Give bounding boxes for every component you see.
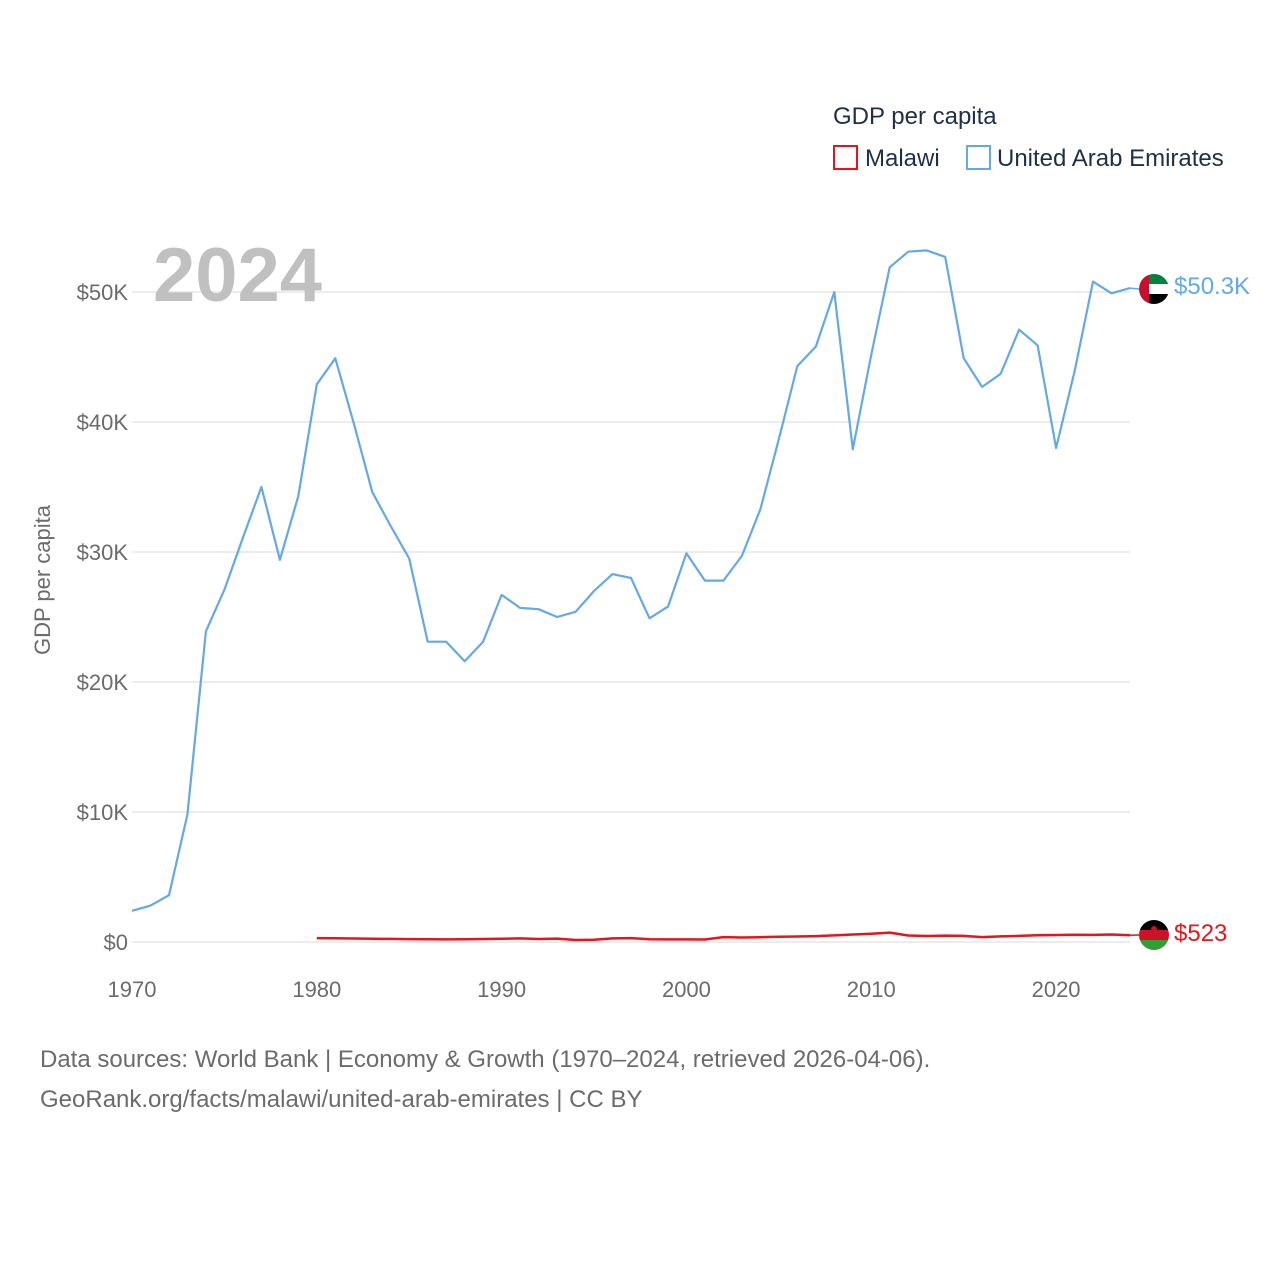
series-line-uae — [131, 249, 1131, 912]
legend-label-malawi[interactable]: Malawi — [865, 145, 940, 172]
x-tick-label: 2020 — [1032, 977, 1081, 1002]
series-lines — [131, 249, 1140, 942]
connector-uae — [1129, 287, 1140, 290]
y-tick-label: $20K — [77, 670, 129, 695]
x-tick-label: 1990 — [477, 977, 526, 1002]
attribution-line: GeoRank.org/facts/malawi/united-arab-emi… — [40, 1086, 643, 1113]
end-label-malawi: $523 — [1174, 920, 1227, 947]
y-tick-label: $40K — [77, 410, 129, 435]
year-label: 2024 — [153, 233, 322, 318]
legend-label-uae[interactable]: United Arab Emirates — [997, 145, 1224, 172]
uae-flag-icon — [1139, 274, 1169, 304]
legend-swatch-uae[interactable] — [966, 145, 991, 170]
y-tick-label: $50K — [77, 280, 129, 305]
source-note: Data sources: World Bank | Economy & Gro… — [40, 1040, 930, 1120]
gridlines — [132, 291, 1130, 943]
y-tick-label: $10K — [77, 800, 129, 825]
end-label-uae: $50.3K — [1174, 273, 1250, 300]
x-tick-label: 2000 — [662, 977, 711, 1002]
series-line-malawi — [316, 931, 1131, 942]
x-tick-label: 1970 — [108, 977, 157, 1002]
y-tick-label: $0 — [104, 930, 128, 955]
legend-swatch-malawi[interactable] — [833, 145, 858, 170]
y-axis-label: GDP per capita — [30, 504, 55, 655]
x-tick-label: 2010 — [847, 977, 896, 1002]
y-tick-label: $30K — [77, 540, 129, 565]
x-tick-label: 1980 — [292, 977, 341, 1002]
malawi-flag-icon — [1139, 920, 1169, 950]
source-line: Data sources: World Bank | Economy & Gro… — [40, 1046, 931, 1073]
x-axis-ticks: 1970 1980 1990 2000 2010 2020 — [108, 977, 1081, 1002]
legend-title: GDP per capita — [833, 103, 997, 130]
y-axis-ticks: $0 $10K $20K $30K $40K $50K — [77, 280, 129, 955]
